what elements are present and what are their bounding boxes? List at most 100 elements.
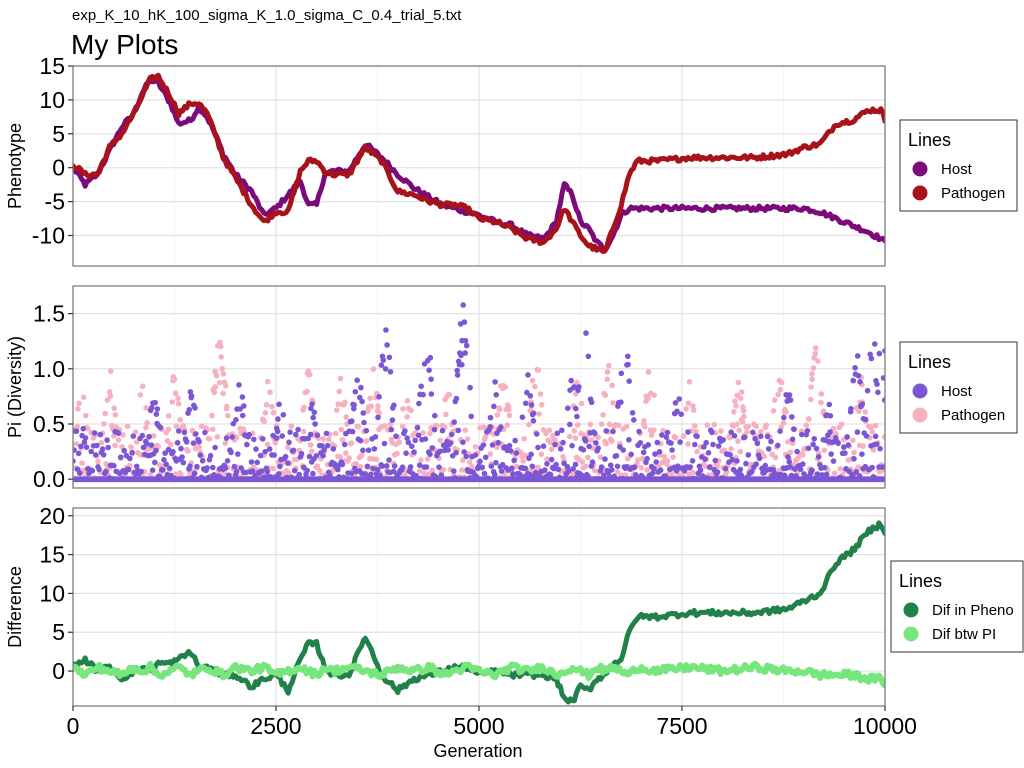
data-point [579,472,586,479]
data-point [739,476,746,482]
data-point [864,387,871,394]
data-point [171,475,177,482]
data-point [445,447,451,453]
data-point [668,440,674,446]
data-point [778,379,785,386]
data-point [405,439,412,446]
data-point [146,433,152,440]
data-point [212,444,218,451]
data-point [128,444,134,450]
data-point [809,467,815,473]
data-point [653,459,659,465]
data-point [727,452,733,458]
data-point [152,399,158,406]
data-point [89,468,96,474]
data-point [367,395,373,402]
data-point [582,438,589,444]
data-point [790,426,797,432]
data-point [361,419,367,426]
data-point [459,467,465,473]
legend-title: Lines [908,352,951,372]
data-point [775,442,781,449]
data-point [685,400,692,407]
data-point [880,375,885,381]
data-point [414,425,421,431]
data-point [92,452,99,458]
data-point [527,393,534,399]
data-point [307,371,313,378]
data-point [327,472,333,478]
data-point [882,348,885,354]
data-point [349,418,355,424]
data-point [128,476,134,482]
data-point [402,428,408,434]
data-point [803,422,809,429]
data-point [789,414,795,420]
data-point [117,454,124,461]
data-point [339,461,346,468]
data-point [656,449,663,455]
data-point [644,467,650,473]
legend: Lines Host Pathogen [899,341,1018,434]
data-point [570,470,576,476]
series-line-pathogen [73,72,885,254]
data-point [568,377,574,384]
data-point [477,458,483,465]
data-point [225,412,231,419]
data-point [538,451,545,458]
data-point [728,446,734,452]
data-point [112,412,119,418]
data-point [355,423,362,430]
data-point [768,438,774,445]
data-layer [73,72,885,254]
data-point [810,365,817,371]
data-point [711,421,717,428]
data-point [788,472,795,479]
data-point [344,475,350,482]
data-point [677,439,683,445]
data-point [73,428,80,435]
data-point [598,421,605,427]
data-point [732,398,738,404]
data-point [306,453,313,460]
data-point [472,452,479,458]
data-point [754,440,761,447]
data-point [542,467,548,473]
data-point [171,376,178,383]
data-point [427,354,434,361]
data-point [818,391,825,397]
data-point [348,470,355,477]
data-point [104,397,111,403]
data-point [351,402,357,408]
data-point [758,429,764,435]
data-point [346,455,353,461]
data-point [354,377,361,384]
data-point [75,450,82,457]
data-point [80,394,87,401]
data-point [544,456,550,462]
data-point [312,421,318,427]
data-point [363,427,370,434]
data-point [472,444,479,450]
data-point [664,457,671,464]
y-tick-label: 0.5 [33,411,65,437]
data-point [641,418,647,424]
data-point [740,408,747,414]
data-point [811,355,817,361]
data-point [268,474,274,480]
data-point [98,439,105,446]
data-point [639,474,646,480]
data-point [239,394,246,400]
data-point [462,350,469,356]
data-point [97,431,104,438]
data-point [460,302,467,308]
data-point [409,443,415,450]
data-point [416,400,422,407]
data-point [572,435,579,441]
data-point [431,426,438,433]
data-point [451,468,457,474]
data-point [387,369,394,375]
data-point [197,452,204,459]
y-tick-label: 1.0 [33,356,65,382]
data-point [447,440,454,446]
